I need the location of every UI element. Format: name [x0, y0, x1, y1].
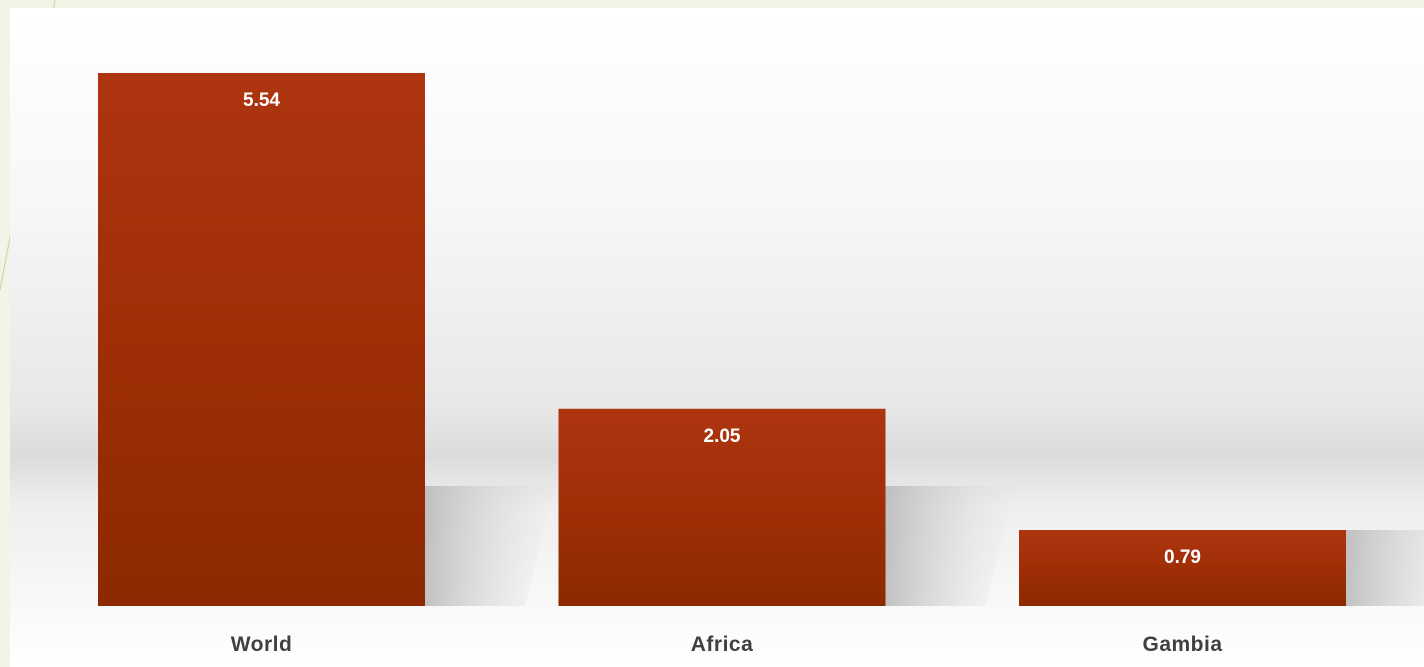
category-label-world: World	[231, 633, 293, 656]
bar-shadow-gambia	[1346, 529, 1424, 606]
bar-africa	[558, 408, 886, 606]
data-labels: 5.54 2.05 0.79	[243, 90, 1201, 568]
value-label-world: 5.54	[243, 90, 280, 111]
bar-world	[98, 73, 425, 606]
bar-shadow-africa	[885, 486, 1016, 606]
bars	[98, 73, 1346, 606]
value-label-gambia: 0.79	[1164, 547, 1201, 568]
category-label-gambia: Gambia	[1142, 633, 1222, 656]
bar-shadows	[425, 486, 1424, 606]
category-label-africa: Africa	[691, 633, 754, 656]
bar-shadow-world	[425, 486, 555, 606]
category-labels: World Africa Gambia	[231, 633, 1222, 656]
value-label-africa: 2.05	[704, 426, 741, 447]
bar-gambia	[1019, 529, 1346, 606]
